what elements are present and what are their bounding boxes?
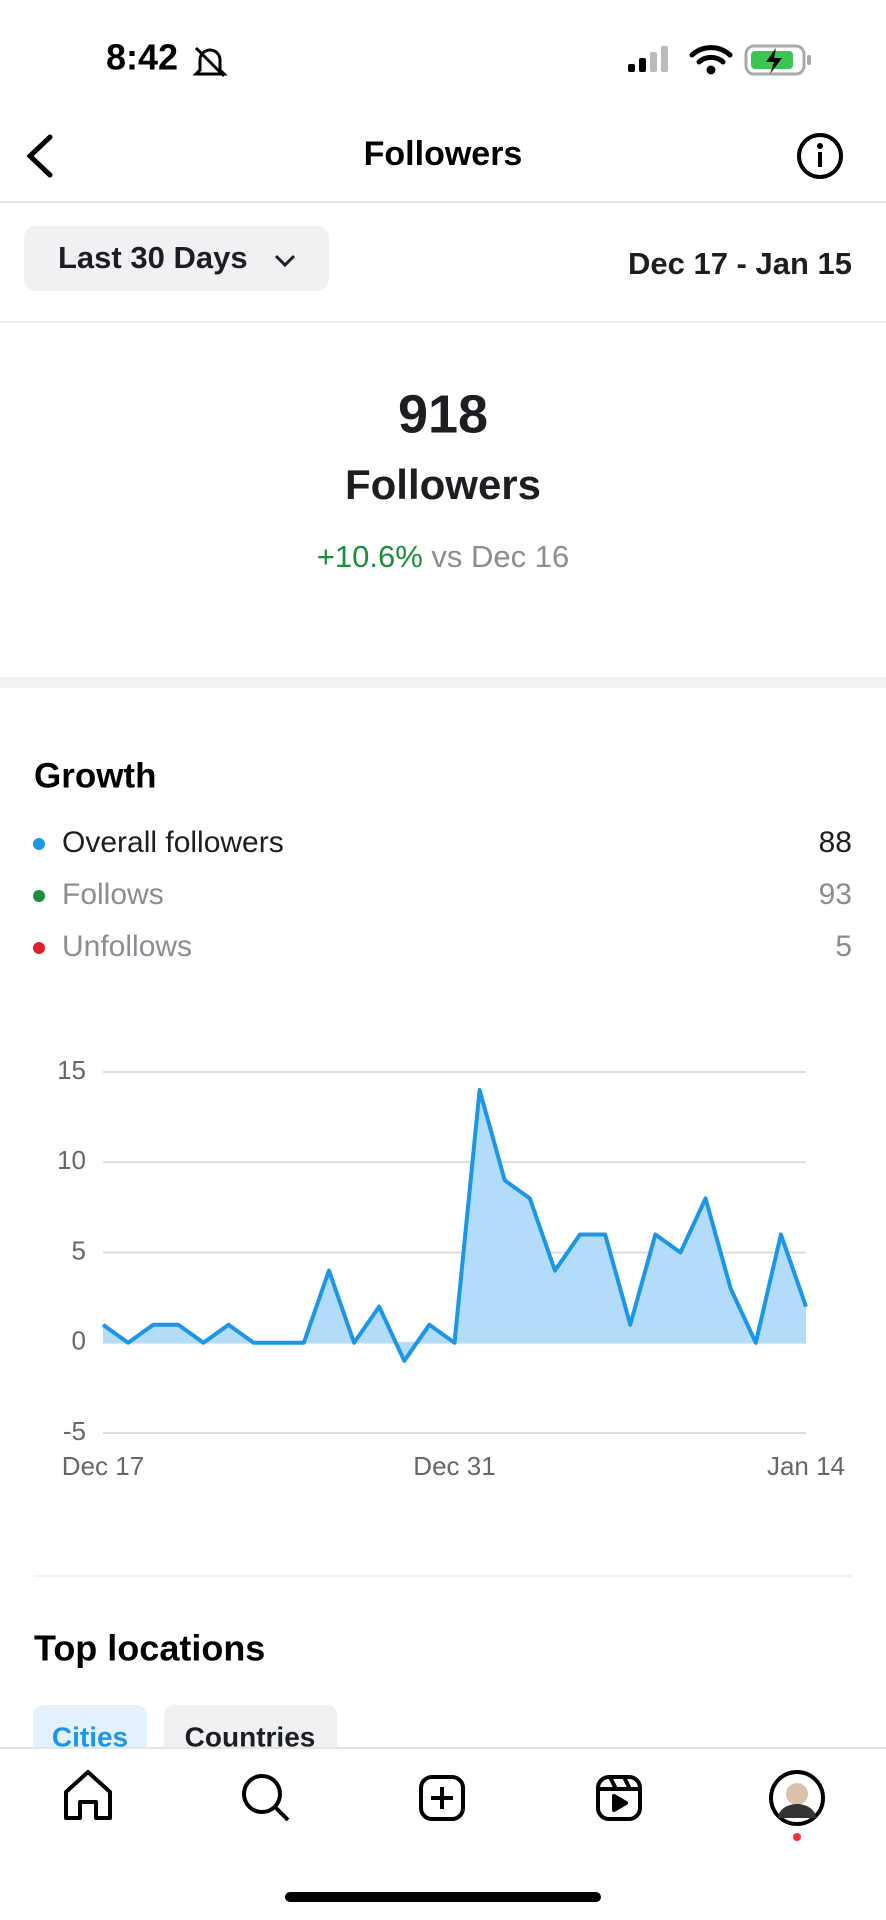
reels-tab[interactable] — [596, 1775, 642, 1821]
period-button[interactable] — [24, 226, 329, 291]
home-indicator — [285, 1892, 601, 1902]
x-tick-label: Jan 14 — [767, 1451, 845, 1481]
follower-count: 918 — [398, 384, 488, 444]
change-line: +10.6% vs Dec 16 — [317, 539, 569, 574]
x-tick-label: Dec 31 — [413, 1451, 495, 1481]
mute-icon — [192, 46, 228, 78]
y-tick-label: -5 — [63, 1416, 86, 1446]
y-tick-label: 15 — [57, 1055, 86, 1085]
legend-dot — [33, 838, 45, 850]
dropdown-icon — [274, 254, 296, 268]
locations-title: Top locations — [34, 1628, 265, 1669]
legend-value: 5 — [835, 930, 852, 963]
header-title: Followers — [364, 135, 523, 173]
y-tick-label: 10 — [57, 1145, 86, 1175]
legend-value: 93 — [819, 878, 852, 911]
status-time: 8:42 — [106, 37, 178, 78]
search-tab[interactable] — [242, 1774, 290, 1822]
legend-dot — [33, 942, 45, 954]
profile-tab[interactable] — [769, 1770, 825, 1826]
y-tick-label: 5 — [72, 1235, 86, 1265]
growth-title: Growth — [34, 756, 156, 795]
signal-icon — [628, 46, 668, 72]
info-button[interactable] — [797, 133, 843, 179]
period-range: Dec 17 - Jan 15 — [628, 246, 852, 281]
comparison: vs Dec 16 — [431, 539, 569, 574]
home-tab[interactable] — [64, 1770, 112, 1820]
notification-dot — [793, 1833, 801, 1841]
change-value: +10.6% — [317, 539, 423, 574]
legend-value: 88 — [819, 826, 852, 859]
period-label: Last 30 Days — [58, 240, 248, 275]
line — [101, 1088, 808, 1363]
area — [103, 1090, 806, 1361]
follower-label: Followers — [345, 461, 541, 508]
x-tick-label: Dec 17 — [62, 1451, 144, 1481]
battery-icon — [744, 44, 811, 76]
legend-dot — [33, 890, 45, 902]
create-tab[interactable] — [419, 1775, 465, 1821]
y-tick-label: 0 — [72, 1326, 86, 1356]
section-separator — [0, 677, 886, 688]
legend-name: Unfollows — [62, 930, 192, 963]
back-button[interactable] — [26, 134, 53, 178]
legend-name: Follows — [62, 878, 164, 911]
wifi-icon — [689, 45, 733, 75]
legend-name: Overall followers — [62, 826, 284, 859]
